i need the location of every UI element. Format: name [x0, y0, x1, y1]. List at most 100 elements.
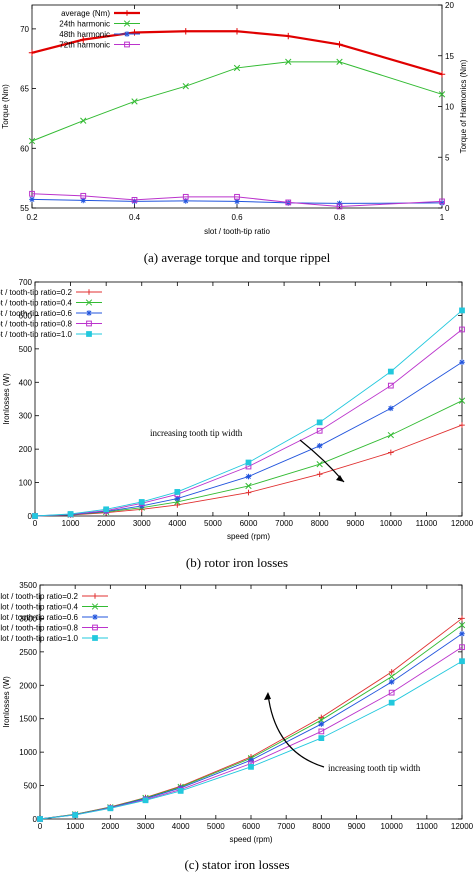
series-5 — [32, 307, 465, 519]
y-tick-label: 2500 — [19, 648, 37, 657]
y-tick-label: 70 — [20, 25, 29, 34]
y-tick-label: 700 — [19, 278, 33, 287]
legend-label: slot / tooth-tip ratio=0.6 — [0, 613, 79, 622]
data-point — [245, 473, 252, 480]
legend-label: slot / tooth-tip ratio=0.2 — [0, 592, 79, 601]
y-tick-label: 55 — [20, 204, 29, 213]
y-tick-label: 0 — [28, 512, 33, 521]
data-point — [233, 64, 241, 72]
legend-marker — [92, 593, 98, 599]
legend-marker — [91, 603, 99, 610]
y2-tick-label: 0 — [445, 204, 450, 213]
x-tick-label: 9000 — [346, 519, 364, 528]
x-tick-label: 7000 — [277, 822, 295, 831]
legend-marker — [92, 635, 98, 641]
y2-axis: 0 5 10 15 20 Torque of Harmonics (Nm) — [438, 1, 468, 213]
y2-tick-label: 5 — [445, 153, 450, 162]
data-point — [459, 615, 465, 622]
arrow-head — [264, 692, 271, 700]
data-point — [80, 192, 87, 199]
y2-tick-label: 20 — [445, 1, 454, 10]
x-tick-label: 2000 — [97, 519, 115, 528]
x-tick-label: 1 — [440, 213, 445, 222]
y-axis: 0 100 200 300 400 500 600 700 — [19, 278, 462, 521]
series-1 — [32, 422, 465, 519]
data-point — [387, 368, 394, 375]
data-point — [248, 757, 254, 763]
data-point — [336, 58, 343, 65]
data-point — [80, 36, 87, 43]
data-point — [245, 489, 252, 496]
legend-marker — [86, 289, 92, 295]
data-point — [174, 502, 181, 508]
data-point — [107, 805, 114, 812]
data-point — [459, 644, 465, 651]
x-tick-label: 0.8 — [334, 213, 346, 222]
legend: slot / tooth-tip ratio=0.2 slot / tooth-t… — [0, 288, 102, 339]
y-tick-label: 1500 — [19, 715, 37, 724]
chart-1: 0.2 0.4 0.6 0.8 1 55 60 65 70 0 5 10 15 20 Torque of H… — [1, 1, 468, 265]
data-point — [387, 431, 394, 439]
data-point — [318, 735, 325, 741]
data-point — [316, 471, 323, 478]
legend-label: average (Nm) — [61, 9, 110, 18]
x-tick-label: 4000 — [168, 519, 186, 528]
data-point — [29, 190, 35, 197]
figure-caption: (a) average torque and torque rippel — [144, 250, 331, 265]
legend-label: slot / tooth-tip ratio=0.8 — [0, 320, 73, 329]
data-point — [233, 28, 241, 35]
data-point — [459, 422, 465, 428]
data-point — [138, 499, 145, 505]
series-3 — [29, 196, 445, 207]
series-5 — [37, 658, 465, 822]
x-tick-label: 6000 — [242, 822, 260, 831]
legend-label: slot / tooth-tip ratio=0.2 — [0, 288, 73, 297]
data-point — [387, 382, 394, 389]
y-tick-label: 400 — [19, 378, 33, 387]
y-tick-label: 3000 — [19, 614, 37, 623]
x-tick-label: 0 — [38, 822, 43, 831]
legend-label: slot / tooth-tip ratio=0.6 — [0, 309, 73, 318]
arrow-head — [336, 475, 344, 482]
series-line — [34, 329, 463, 517]
data-point — [438, 71, 446, 78]
legend-label: slot / tooth-tip ratio=0.4 — [0, 603, 79, 612]
series-4 — [29, 190, 445, 210]
chart-2: 0 1000 2000 3000 4000 5000 6000 7000 8000 9000 100… — [0, 278, 474, 570]
data-point — [182, 83, 189, 90]
x-tick-label: 10000 — [380, 519, 403, 528]
series-line — [39, 618, 463, 820]
x-tick-label: 1000 — [62, 519, 80, 528]
data-point — [458, 621, 466, 629]
data-point — [182, 28, 189, 35]
y-axis-label: Ironlosses (W) — [2, 676, 11, 728]
chart-3: 0 1000 2000 3000 4000 5000 6000 7000 8000 9000 100… — [0, 581, 474, 872]
y-tick-label: 3500 — [19, 581, 37, 590]
x-tick-label: 8000 — [312, 822, 330, 831]
series-line — [31, 61, 443, 142]
data-point — [234, 193, 240, 200]
series-line — [39, 624, 463, 820]
data-point — [245, 459, 252, 466]
data-point — [182, 198, 189, 204]
data-point — [316, 461, 323, 468]
data-point — [336, 200, 343, 207]
y-tick-label: 200 — [19, 445, 33, 454]
data-point — [439, 200, 445, 206]
data-point — [336, 203, 343, 210]
data-point — [37, 816, 43, 822]
data-point — [459, 359, 465, 366]
legend-label: 72th harmonic — [59, 41, 110, 50]
data-point — [29, 196, 35, 203]
data-point — [245, 482, 252, 490]
data-point — [131, 29, 138, 36]
x-tick-label: 11000 — [416, 519, 438, 528]
series-line — [39, 660, 463, 820]
x-tick-label: 2000 — [101, 822, 119, 831]
data-point — [336, 41, 343, 48]
data-point — [439, 198, 445, 205]
data-point — [388, 669, 395, 675]
series-line — [31, 193, 443, 207]
